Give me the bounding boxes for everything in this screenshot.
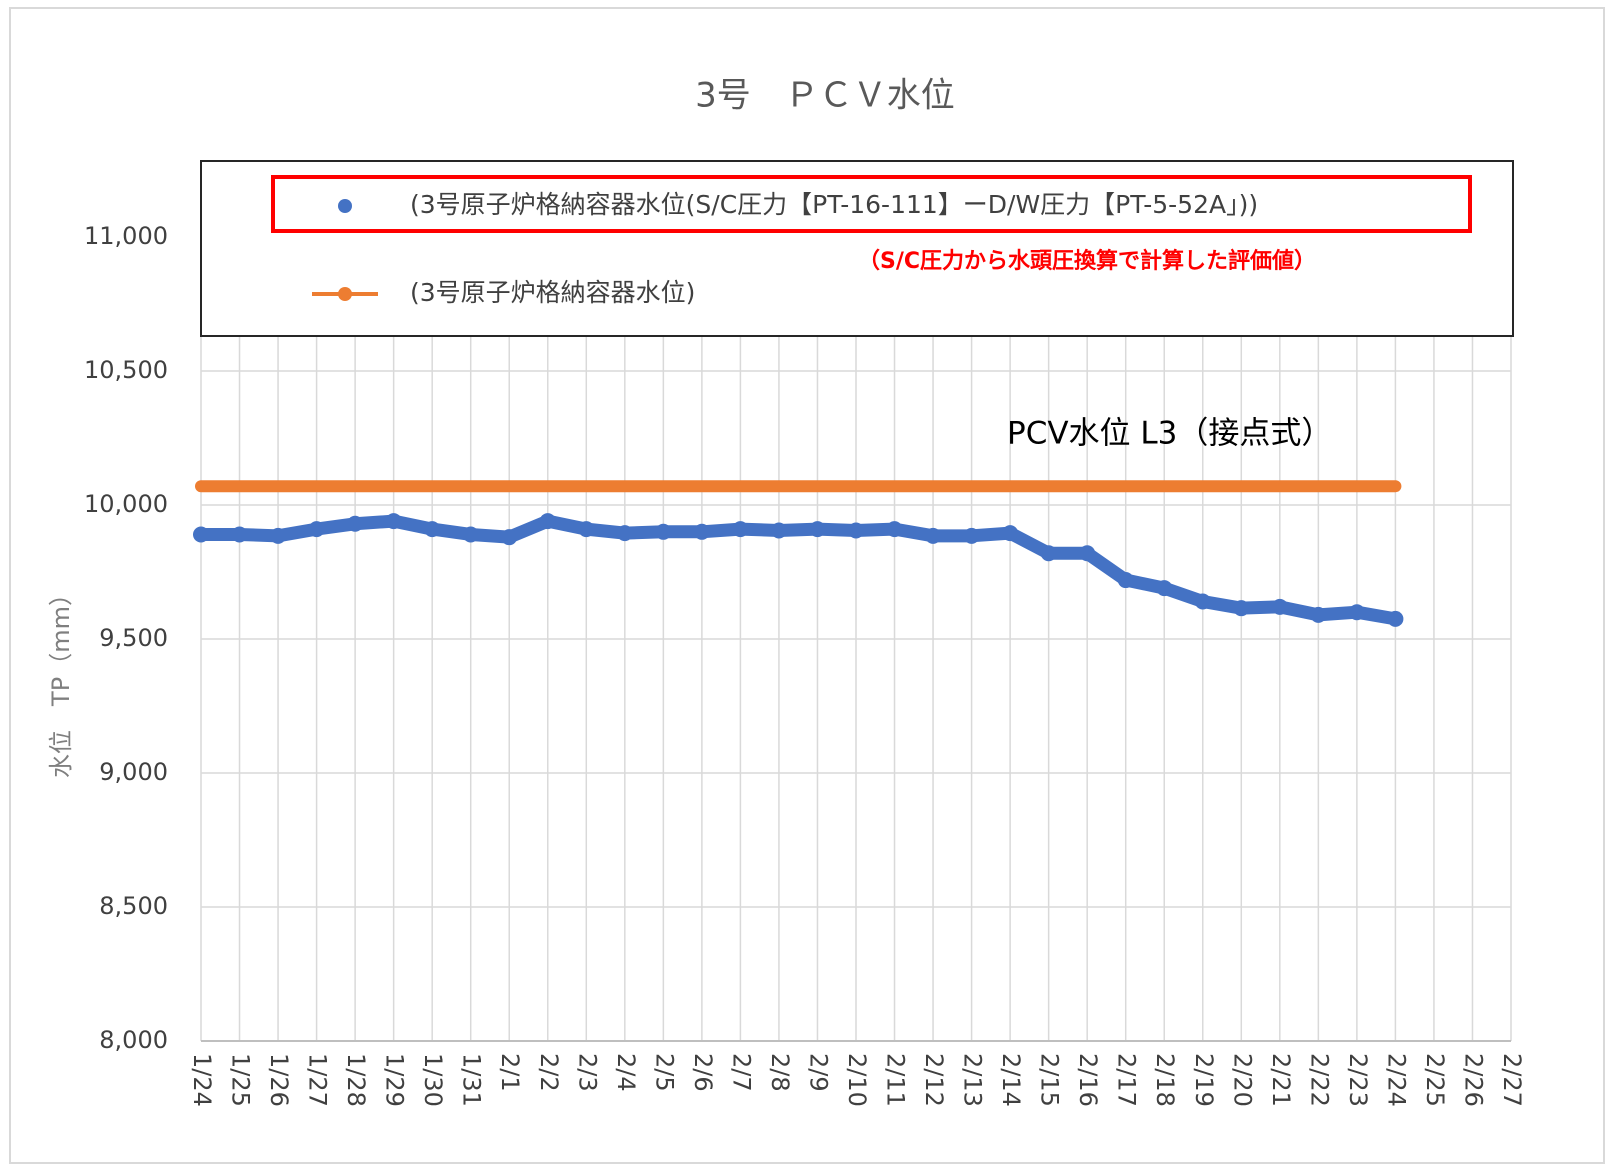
data-point (963, 527, 980, 544)
x-tick-label: 2/25 (1421, 1053, 1449, 1107)
legend-marker (338, 287, 352, 301)
data-point (385, 513, 402, 530)
y-tick-label: 11,000 (84, 222, 168, 250)
data-point (308, 521, 325, 538)
y-tick-label: 10,500 (84, 356, 168, 384)
annotation: （S/C圧力から水頭圧換算で計算した評価値） (858, 248, 1316, 274)
data-point (193, 526, 209, 543)
x-tick-label: 2/13 (959, 1053, 987, 1107)
x-tick-label: 1/29 (381, 1053, 409, 1107)
data-point (1387, 610, 1404, 627)
data-point (809, 521, 826, 538)
x-tick-label: 1/27 (304, 1053, 332, 1107)
x-tick-label: 2/19 (1190, 1053, 1218, 1107)
x-tick-label: 1/28 (342, 1053, 370, 1107)
x-tick-label: 1/24 (188, 1053, 216, 1107)
data-point (1002, 525, 1019, 542)
data-point (732, 521, 749, 538)
x-tick-label: 2/15 (1036, 1053, 1064, 1107)
data-point (1117, 572, 1134, 589)
data-point (770, 522, 787, 539)
highlight-box (271, 175, 1472, 233)
x-tick-label: 2/16 (1074, 1053, 1102, 1107)
chart-title: 3号 ＰＣＶ水位 (695, 76, 955, 116)
legend-label: (3号原子炉格納容器水位(S/C圧力【PT-16-111】ーD/W圧力【PT-5… (410, 190, 1258, 219)
data-point (347, 515, 364, 532)
y-axis-label: 水位 TP（mm） (47, 582, 75, 778)
x-tick-label: 2/8 (766, 1053, 794, 1092)
data-point (1040, 545, 1057, 562)
x-tick-label: 1/31 (458, 1053, 486, 1107)
x-tick-label: 2/22 (1305, 1053, 1333, 1107)
data-point (270, 527, 287, 544)
data-point (655, 523, 672, 540)
x-tick-label: 1/26 (265, 1053, 293, 1107)
x-tick-label: 2/20 (1228, 1053, 1256, 1107)
x-tick-label: 2/9 (804, 1053, 832, 1092)
x-tick-label: 2/21 (1267, 1053, 1295, 1107)
data-point (1233, 600, 1250, 617)
data-point (1310, 606, 1327, 623)
data-point (1348, 604, 1365, 621)
x-tick-label: 2/6 (689, 1053, 717, 1092)
x-tick-label: 2/17 (1113, 1053, 1141, 1107)
x-tick-label: 2/23 (1344, 1053, 1372, 1107)
x-tick-label: 1/25 (227, 1053, 255, 1107)
y-tick-label: 8,000 (99, 1026, 168, 1054)
x-tick-label: 2/14 (997, 1053, 1025, 1107)
data-point (231, 526, 248, 543)
data-point (925, 527, 942, 544)
x-tick-label: 2/4 (612, 1053, 640, 1092)
x-tick-label: 2/5 (650, 1053, 678, 1092)
x-tick-label: 2/27 (1498, 1053, 1526, 1107)
data-point (539, 513, 556, 530)
y-tick-label: 10,000 (84, 490, 168, 518)
data-point (501, 529, 518, 546)
legend-box (200, 160, 1514, 337)
legend: (3号原子炉格納容器水位(S/C圧力【PT-16-111】ーD/W圧力【PT-5… (312, 190, 1258, 307)
x-tick-label: 2/2 (535, 1053, 563, 1092)
data-point (462, 526, 479, 543)
data-point (848, 522, 864, 539)
x-tick-label: 2/1 (496, 1053, 524, 1092)
data-point (1194, 593, 1211, 610)
legend-label: (3号原子炉格納容器水位) (410, 278, 695, 307)
x-tick-label: 2/12 (920, 1053, 948, 1107)
data-point (424, 521, 441, 538)
x-tick-label: 2/24 (1382, 1053, 1410, 1107)
x-tick-label: 2/18 (1151, 1053, 1179, 1107)
data-point (1079, 545, 1096, 562)
data-point (693, 523, 710, 540)
x-tick-label: 2/7 (727, 1053, 755, 1092)
data-point (1271, 598, 1288, 615)
x-tick-label: 2/26 (1459, 1053, 1487, 1107)
data-point (578, 521, 595, 538)
y-tick-label: 9,500 (99, 624, 168, 652)
x-tick-label: 2/3 (573, 1053, 601, 1092)
data-point (1156, 580, 1173, 597)
x-tick-label: 2/10 (843, 1053, 871, 1107)
y-tick-label: 8,500 (99, 892, 168, 920)
y-tick-label: 9,000 (99, 758, 168, 786)
legend-marker (338, 199, 352, 213)
x-tick-label: 1/30 (419, 1053, 447, 1107)
annotation: PCV水位 L3（接点式） (1007, 416, 1332, 452)
data-point (886, 521, 903, 538)
data-point (616, 525, 633, 542)
x-tick-label: 2/11 (882, 1053, 910, 1107)
